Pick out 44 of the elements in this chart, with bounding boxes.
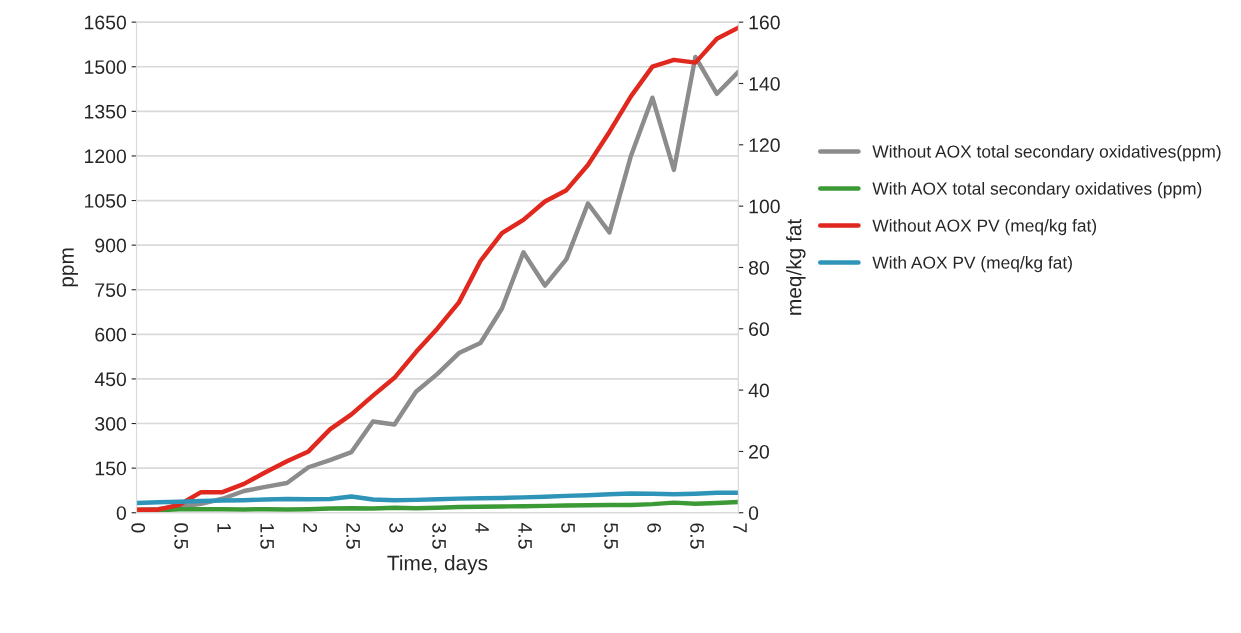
y2-tick-label: 160	[749, 15, 780, 30]
x-tick-label: 0.5	[174, 523, 189, 549]
x-tick-label: 0	[131, 523, 146, 533]
y-tick-label: 300	[95, 417, 127, 431]
y2-axis-title: meq/kg fat	[786, 218, 806, 315]
y-tick-label: 750	[95, 283, 127, 297]
y-tick-label: 150	[95, 461, 127, 476]
x-tick-label: 7	[733, 523, 747, 533]
line-series	[136, 490, 739, 506]
y-tick-label: 0	[116, 506, 127, 520]
x-tick-label: 2.5	[346, 523, 361, 549]
x-tick-label: 2	[303, 523, 318, 533]
y2-tick-label: 60	[749, 322, 769, 336]
x-tick-label: 5	[561, 523, 575, 533]
x-tick-label: 4.5	[518, 522, 532, 549]
y-tick-label: 1500	[85, 60, 127, 74]
y-tick-label: 1200	[85, 149, 127, 164]
y2-tick-label: 100	[749, 199, 780, 214]
legend-label: Without AOX PV (meq/kg fat)	[872, 218, 1097, 236]
y2-tick-label: 0	[748, 506, 759, 520]
y-tick-label: 1650	[85, 15, 127, 30]
y-tick-label: 1350	[85, 104, 127, 119]
y2-tick-label: 80	[748, 260, 769, 275]
legend-label: With AOX PV (meq/kg fat)	[872, 256, 1072, 273]
y2-tick-label: 140	[749, 76, 780, 91]
y-axis-title: ppm	[62, 248, 78, 287]
y2-tick-label: 20	[749, 444, 769, 459]
y-tick-label: 450	[94, 372, 127, 387]
x-tick-label: 1.5	[260, 523, 274, 549]
x-tick-label: 3.5	[432, 523, 446, 549]
x-tick-label: 4	[475, 522, 489, 533]
x-tick-label: 3	[389, 523, 404, 533]
y-tick-label: 600	[95, 327, 127, 342]
x-tick-label: 1	[217, 523, 231, 533]
legend-label: With AOX total secondary oxidatives (ppm)	[872, 181, 1202, 199]
x-axis-title: Time, days	[387, 555, 488, 575]
x-tick-label: 5.5	[604, 523, 618, 549]
y2-tick-label: 120	[749, 138, 780, 153]
x-tick-label: 6	[647, 523, 661, 533]
y2-tick-label: 40	[748, 383, 769, 398]
y-tick-label: 900	[95, 238, 127, 253]
y-tick-label: 1050	[85, 194, 127, 208]
legend-label: Without AOX total secondary oxidatives(ppm)	[872, 144, 1221, 162]
x-tick-label: 6.5	[690, 523, 704, 549]
